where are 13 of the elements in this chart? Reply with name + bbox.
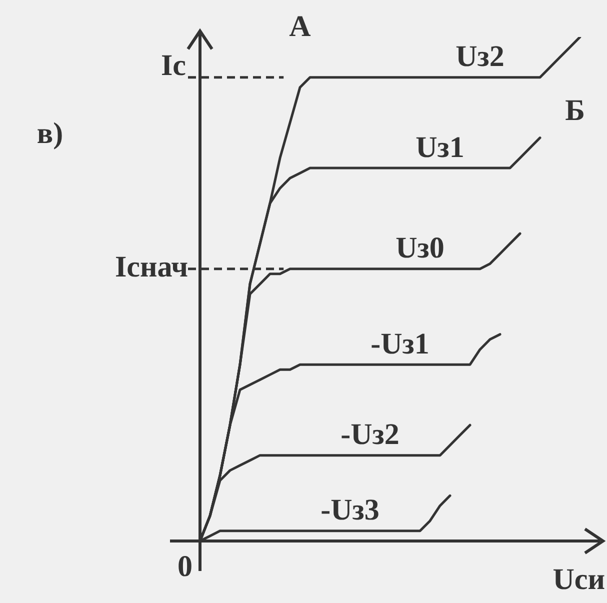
x-axis-title: Uси: [552, 562, 605, 596]
series-label: -Uз1: [370, 327, 430, 360]
ref-line-label: Iснач: [115, 250, 188, 284]
text: в): [36, 116, 64, 150]
series-label: -Uз2: [340, 418, 400, 452]
y-axis-title: Iс: [161, 48, 186, 82]
text: 0: [178, 550, 192, 583]
series-label: Uз2: [456, 40, 504, 74]
annotation: А: [289, 10, 312, 43]
series-label: Uз1: [416, 130, 464, 164]
annotation: Б: [565, 94, 585, 127]
series-label: Uз0: [396, 232, 444, 265]
series-label: -Uз3: [320, 494, 380, 527]
